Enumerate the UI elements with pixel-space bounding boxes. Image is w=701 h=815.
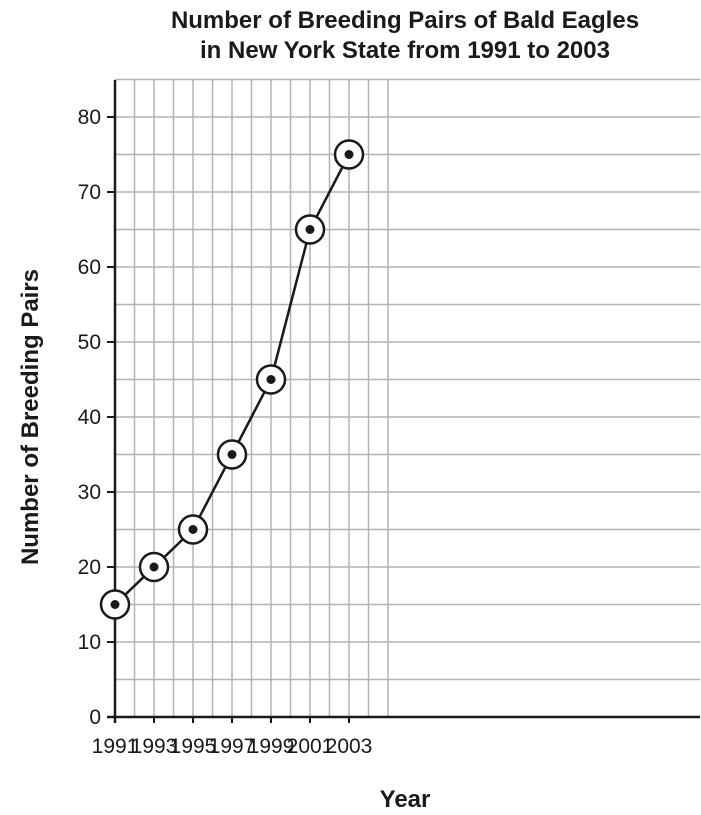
data-point bbox=[177, 514, 209, 545]
x-tick-label: 1993 bbox=[131, 735, 178, 758]
y-tick-label: 60 bbox=[78, 256, 101, 279]
data-point-dot bbox=[110, 600, 120, 609]
data-point-dot bbox=[305, 225, 315, 234]
y-tick-label: 10 bbox=[78, 631, 101, 654]
data-point-dot bbox=[344, 150, 354, 159]
x-tick-label: 1999 bbox=[248, 735, 295, 758]
y-tick-label: 50 bbox=[78, 331, 101, 354]
data-point-dot bbox=[149, 562, 159, 572]
y-axis-label: Number of Breeding Pairs bbox=[17, 268, 44, 566]
y-tick-label: 70 bbox=[78, 181, 101, 204]
x-tick-label: 1991 bbox=[92, 735, 139, 758]
y-tick-label: 30 bbox=[78, 481, 101, 504]
y-tick-label: 80 bbox=[78, 106, 101, 129]
chart-title-line-1: Number of Breeding Pairs of Bald Eagles bbox=[170, 7, 640, 34]
y-tick-label: 40 bbox=[78, 406, 101, 429]
data-point bbox=[216, 439, 248, 470]
data-points bbox=[99, 139, 365, 620]
data-point bbox=[99, 589, 131, 620]
x-tick-label: 2001 bbox=[287, 735, 334, 758]
grid bbox=[115, 78, 700, 717]
data-point bbox=[333, 139, 365, 170]
data-point bbox=[138, 551, 170, 583]
x-tick-label: 1995 bbox=[170, 735, 217, 758]
chart-title: Number of Breeding Pairs of Bald Eagles … bbox=[110, 6, 700, 66]
chart-title-line-2: in New York State from 1991 to 2003 bbox=[200, 37, 610, 64]
data-point-dot bbox=[227, 450, 237, 459]
y-tick-label: 20 bbox=[78, 556, 101, 579]
data-point-dot bbox=[266, 375, 276, 384]
axes bbox=[107, 80, 700, 723]
x-tick-label: 2003 bbox=[326, 735, 373, 758]
tick-labels: 0102030405060708019911993199519971999200… bbox=[78, 106, 373, 758]
data-point bbox=[294, 214, 326, 245]
x-tick-label: 1997 bbox=[209, 735, 256, 758]
x-axis-label: Year bbox=[379, 786, 431, 813]
y-tick-label: 0 bbox=[89, 706, 101, 729]
data-point-dot bbox=[188, 525, 198, 534]
data-point bbox=[255, 364, 287, 395]
